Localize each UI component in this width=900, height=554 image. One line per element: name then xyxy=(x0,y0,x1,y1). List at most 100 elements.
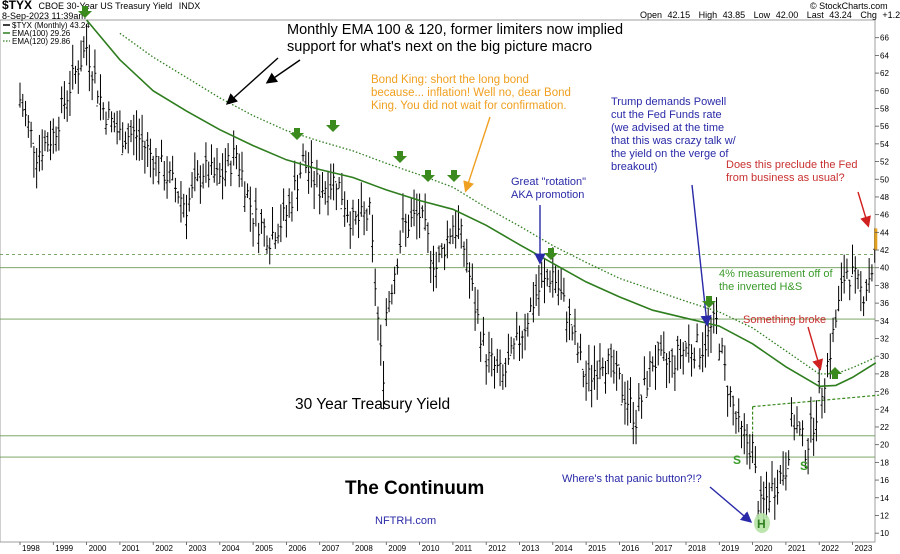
green-arrow-marker xyxy=(421,170,435,182)
right-shoulder-label: S xyxy=(800,459,808,473)
y-tick-label: 44 xyxy=(880,228,889,237)
y-tick-label: 32 xyxy=(880,335,889,344)
y-tick-label: 26 xyxy=(880,388,889,397)
label-low: Low xyxy=(754,10,771,20)
trump-line3: (we advised at the time xyxy=(611,122,724,134)
y-tick-label: 48 xyxy=(880,193,889,202)
x-tick-label: 2018 xyxy=(688,544,706,553)
header-title-line: $TYX CBOE 30-Year US Treasury Yield INDX xyxy=(2,0,200,12)
y-tick-label: 10 xyxy=(880,529,889,538)
fed-line2: from business as usual? xyxy=(726,172,845,184)
label-chg: Chg xyxy=(860,10,877,20)
bond-king-line3: King. You did not wait for confirmation. xyxy=(371,100,567,112)
rotation-line1: Great "rotation" xyxy=(511,176,586,188)
open-value: 42.15 xyxy=(668,10,691,20)
y-tick-label: 52 xyxy=(880,158,889,167)
x-tick-label: 2015 xyxy=(588,544,606,553)
y-tick-label: 56 xyxy=(880,122,889,131)
continuum-title: The Continuum xyxy=(345,478,484,499)
x-tick-label: 2000 xyxy=(89,544,107,553)
y-tick-label: 24 xyxy=(880,405,889,414)
series-layer xyxy=(18,19,878,525)
trump-line4: that this was crazy talk w/ xyxy=(611,135,737,147)
fed-arrow xyxy=(857,191,871,228)
reference-lines xyxy=(0,254,880,458)
y-tick-label: 46 xyxy=(880,211,889,220)
green-arrow-marker xyxy=(702,296,716,308)
chg-value: +1.20 (+2.85%) xyxy=(882,10,900,20)
ema-note-line2: support for what's next on the big pictu… xyxy=(287,39,592,55)
label-open: Open xyxy=(640,10,662,20)
ema-note-line1: Monthly EMA 100 & 120, former limiters n… xyxy=(287,22,623,38)
x-axis: 1998 1999 2000 2001 2002 2003 2004 2005 2006 2007… xyxy=(19,542,873,553)
panic-note: Where's that panic button?!? xyxy=(562,473,702,485)
green-arrow-marker xyxy=(393,151,407,163)
x-tick-label: 2021 xyxy=(788,544,806,553)
x-tick-label: 2005 xyxy=(255,544,273,553)
annotation-texts: Monthly EMA 100 & 120, former limiters n… xyxy=(287,22,857,527)
legend-ema100: EMA(100) 29.26 xyxy=(12,29,71,38)
x-tick-label: 1999 xyxy=(55,544,73,553)
y-tick-label: 16 xyxy=(880,476,889,485)
y-tick-label: 12 xyxy=(880,511,889,520)
watermark: © StockCharts.com xyxy=(810,1,888,11)
broke-note: Something broke xyxy=(743,314,826,326)
label-high: High xyxy=(699,10,718,20)
trump-line6: breakout) xyxy=(611,161,657,173)
y-tick-label: 42 xyxy=(880,246,889,255)
x-tick-label: 2007 xyxy=(322,544,340,553)
y-tick-label: 22 xyxy=(880,423,889,432)
y-tick-label: 66 xyxy=(880,34,889,43)
header-date: 8-Sep-2023 11:39am xyxy=(2,11,86,21)
y-tick-label: 40 xyxy=(880,264,889,273)
measurement-line2: the inverted H&S xyxy=(719,281,802,293)
green-arrow-marker xyxy=(326,120,340,132)
fed-line1: Does this preclude the Fed xyxy=(726,159,857,171)
green-arrow-up-marker xyxy=(828,367,842,379)
legend: $TYX (Monthly) 43.24 EMA(100) 29.26 EMA(… xyxy=(3,21,90,46)
y-tick-label: 38 xyxy=(880,281,889,290)
broke-arrow xyxy=(807,326,824,371)
bond-king-line2: because... inflation! Well no, dear Bond xyxy=(371,87,571,99)
x-tick-label: 2017 xyxy=(655,544,673,553)
series-price xyxy=(18,23,878,525)
hs-markers: S S H xyxy=(733,453,808,533)
site-label: NFTRH.com xyxy=(375,515,436,527)
ema-arrow-left xyxy=(225,57,279,105)
left-shoulder-label: S xyxy=(733,453,741,467)
x-tick-label: 2014 xyxy=(555,544,573,553)
high-value: 43.85 xyxy=(723,10,746,20)
y-tick-label: 36 xyxy=(880,299,889,308)
panic-arrow xyxy=(709,486,753,523)
series-ema100 xyxy=(85,19,877,388)
trump-arrow xyxy=(691,184,712,327)
x-tick-label: 2002 xyxy=(155,544,173,553)
y-tick-label: 62 xyxy=(880,69,889,78)
header-symbol: $TYX xyxy=(2,0,32,12)
x-tick-label: 2004 xyxy=(222,544,240,553)
y-tick-label: 30 xyxy=(880,352,889,361)
header-ohlc: Open 42.15 High 43.85 Low 42.00 Last 43.… xyxy=(640,10,900,20)
y-tick-label: 60 xyxy=(880,87,889,96)
x-tick-label: 2020 xyxy=(755,544,773,553)
last-value: 43.24 xyxy=(829,10,852,20)
x-tick-label: 2006 xyxy=(288,544,306,553)
label-last: Last xyxy=(807,10,825,20)
rotation-line2: AKA promotion xyxy=(511,189,584,201)
measurement-line1: 4% measurement off of xyxy=(719,268,833,280)
x-tick-label: 2008 xyxy=(355,544,373,553)
y-tick-label: 50 xyxy=(880,175,889,184)
header-name: CBOE 30-Year US Treasury Yield xyxy=(39,1,173,11)
bond-king-line1: Bond King: short the long bond xyxy=(371,74,529,86)
y-tick-label: 20 xyxy=(880,441,889,450)
x-tick-label: 2010 xyxy=(422,544,440,553)
y-tick-label: 14 xyxy=(880,494,889,503)
head-marker xyxy=(754,513,770,533)
y-tick-label: 54 xyxy=(880,140,889,149)
y-axis: 10 12 14 16 18 20 22 24 26 28 30 32 34 36 38 40 42 44 46 48… xyxy=(875,34,889,538)
green-arrow-marker xyxy=(544,248,558,260)
chart-title-note: 30 Year Treasury Yield xyxy=(295,396,450,413)
x-tick-label: 2013 xyxy=(522,544,540,553)
header-exchange: INDX xyxy=(179,1,201,11)
